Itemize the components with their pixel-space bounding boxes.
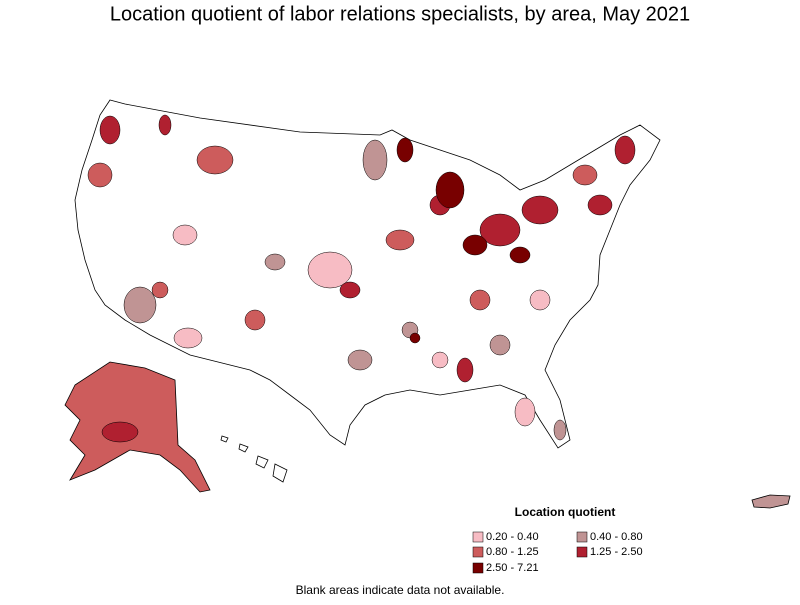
legend-label: 2.50 - 7.21 [486, 562, 539, 574]
alaska [64, 361, 211, 493]
area [396, 137, 414, 163]
legend-swatch [472, 531, 484, 543]
legend-label: 1.25 - 2.50 [590, 546, 643, 558]
legend-label: 0.40 - 0.80 [590, 531, 643, 543]
area [479, 213, 521, 247]
map-title: Location quotient of labor relations spe… [110, 3, 690, 25]
legend-swatch [576, 546, 588, 558]
area [244, 309, 266, 331]
area [87, 162, 113, 188]
area [172, 224, 198, 246]
area [489, 334, 511, 356]
legend-title: Location quotient [515, 505, 616, 519]
area [362, 139, 388, 181]
area [514, 397, 536, 427]
area [173, 327, 203, 349]
area [264, 253, 286, 271]
legend-swatch [472, 562, 484, 574]
area [431, 351, 449, 369]
legend: 0.20 - 0.40 0.40 - 0.80 0.80 - 1.25 1.25 - … [472, 531, 643, 574]
puerto-rico [751, 494, 791, 509]
area [553, 419, 567, 441]
legend-label: 0.80 - 1.25 [486, 546, 539, 558]
legend-swatch [472, 546, 484, 558]
area [572, 164, 598, 186]
legend-label: 0.20 - 0.40 [486, 531, 539, 543]
area [99, 115, 121, 145]
area [509, 246, 531, 264]
area [614, 135, 636, 165]
area [196, 145, 234, 175]
area [151, 281, 169, 299]
area [456, 357, 474, 383]
area [409, 332, 421, 344]
area [347, 349, 373, 371]
area [158, 114, 172, 136]
map [64, 99, 791, 509]
legend-swatch [576, 531, 588, 543]
area [587, 194, 613, 216]
contiguous-us [74, 99, 661, 449]
area [339, 281, 361, 299]
area [101, 421, 139, 443]
area [123, 286, 157, 324]
footnote: Blank areas indicate data not available. [296, 583, 505, 597]
area [521, 195, 559, 225]
area [385, 229, 415, 251]
areas [87, 114, 636, 443]
area [307, 251, 353, 289]
hawaii [220, 435, 288, 483]
area [529, 289, 551, 311]
area [469, 289, 491, 311]
area [462, 234, 488, 256]
area [435, 171, 465, 209]
